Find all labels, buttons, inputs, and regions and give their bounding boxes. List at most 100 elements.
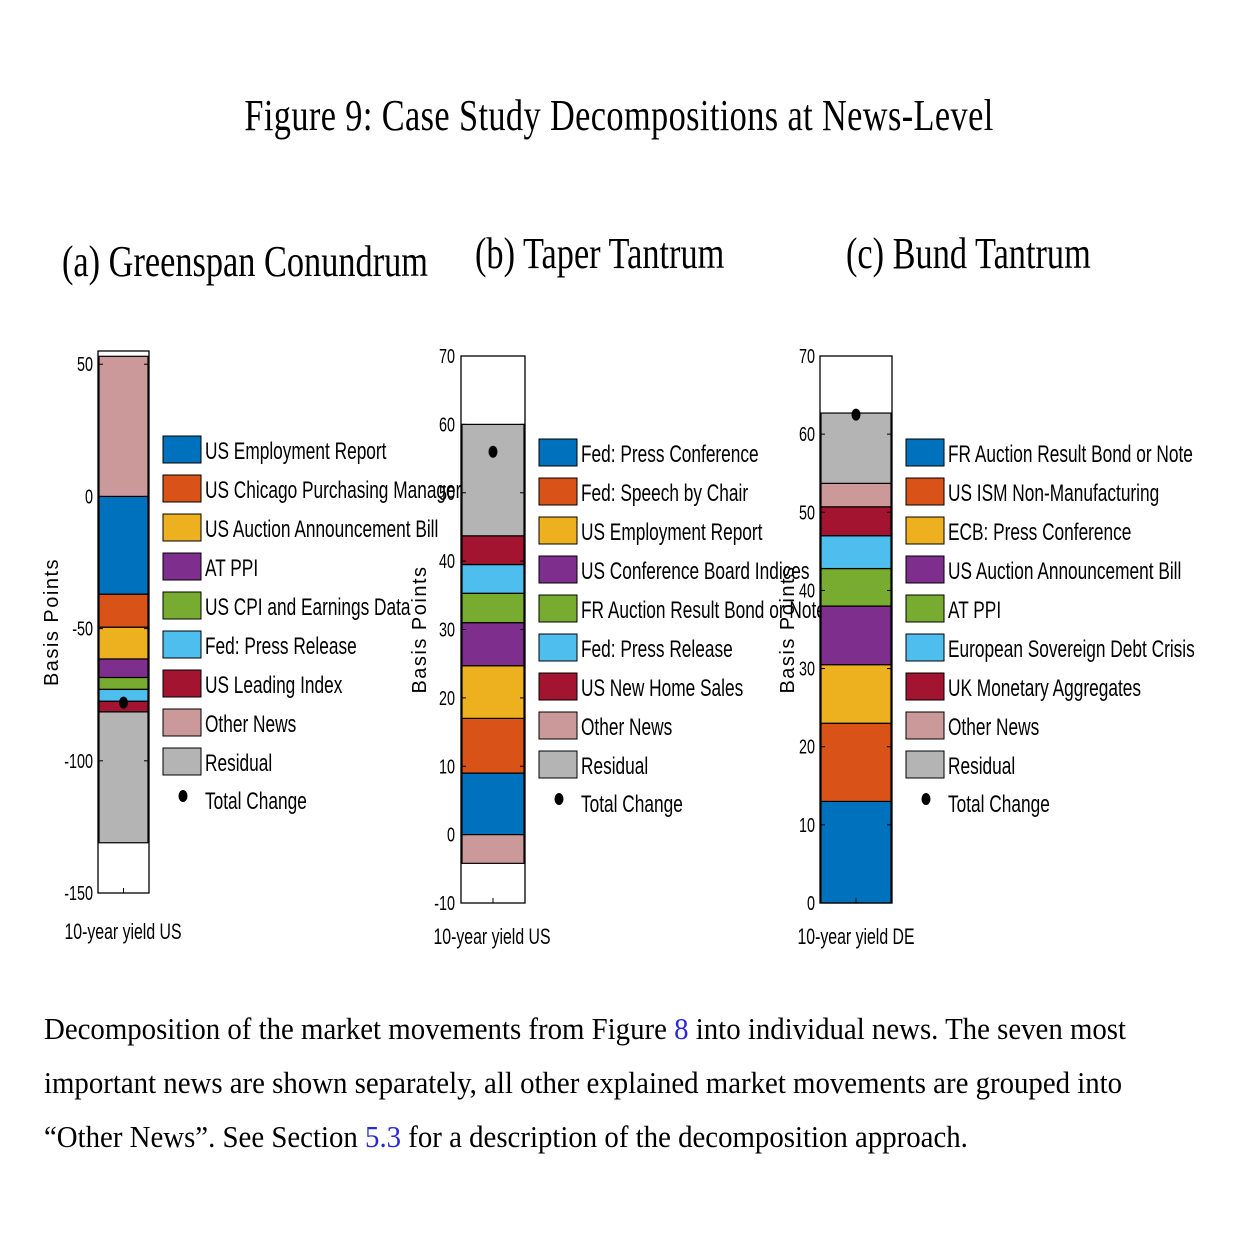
chart3-bar-segment-8 [820,482,892,508]
chart3-legend-label-9: Residual [948,753,1015,779]
chart2-legend-swatch-4 [538,555,578,584]
panel-title-c: (c) Bund Tantrum [846,229,1091,278]
chart1-legend-label-3-group: US Auction Announcement Bill [205,516,438,542]
chart3-legend-label-5: AT PPI [948,597,1001,623]
chart2-legend-label-2: Fed: Speech by Chair [581,480,748,506]
chart2-legend-swatch-5 [538,594,578,623]
chart3-ytick-label-8-group: 70 [799,345,815,368]
chart2-legend-label-9-group: Residual [581,753,648,779]
chart3-xlabel-group: 10-year yield DE [797,926,914,950]
chart1-legend-label-2: US Chicago Purchasing Manager [205,477,461,503]
chart2-bar-segment-6 [461,563,525,594]
chart2-ytick-label-4: 20 [439,687,455,710]
chart3-ytick-label-1-group: 0 [807,892,815,915]
chart1-legend-label-9-group: Residual [205,750,272,776]
chart1-bar-segment-1 [98,495,149,595]
chart2-legend-label-3: US Employment Report [581,519,763,545]
chart3-legend-label-6-group: European Sovereign Debt Crisis [948,636,1195,662]
chart1-legend-swatch-1 [162,435,202,464]
chart1-ylabel: Basis Points [41,558,63,686]
charts-canvas: -150 -100 -50 0 50 Basis Points 10-year yield … [41,345,1195,950]
caption-section-link[interactable]: 5.3 [365,1119,402,1154]
chart3-legend-swatch-7 [905,672,945,701]
chart2-legend-label-1: Fed: Press Conference [581,441,759,467]
chart2-legend-label-6: Fed: Press Release [581,636,733,662]
chart2-legend-label-1-group: Fed: Press Conference [581,441,759,467]
chart2-bar-segment-3 [461,665,525,719]
chart2-ytick-label-9: 70 [439,345,455,368]
chart3-legend-label-9-group: Residual [948,753,1015,779]
chart3-ytick-label-4-group: 30 [799,657,815,680]
chart1-ytick-label-1: -150 [64,882,93,905]
chart1-bar-segment-4 [98,658,149,679]
chart1-legend-swatch-6 [162,630,202,659]
chart2-xlabel: 10-year yield US [433,926,550,950]
chart3-bar-segment-3 [820,664,892,724]
chart3-legend-label-7: UK Monetary Aggregates [948,675,1141,701]
chart1-legend-label-5-group: US CPI and Earnings Data [205,594,411,620]
chart1-ytick-label-3: -50 [72,617,93,640]
chart2-ytick-label-5: 30 [439,618,455,641]
figure-title: Figure 9: Case Study Decompositions at N… [244,91,994,140]
chart2-ylabel: Basis Points [409,565,431,693]
chart2-legend-label-5-group: FR Auction Result Bond or Note [581,597,826,623]
chart1-legend-swatch-2 [162,474,202,503]
chart3-bar-segment-2 [820,722,892,803]
chart2-legend-total-label-group: Total Change [581,791,683,817]
chart2-ytick-label-9-group: 70 [439,345,455,368]
chart2-ytick-label-2: 0 [447,823,455,846]
chart1-legend-label-2-group: US Chicago Purchasing Manager [205,477,461,503]
chart2-xlabel-group: 10-year yield US [433,926,550,950]
chart2-ytick-label-6: 40 [439,550,455,573]
chart1-legend-label-1: US Employment Report [205,438,387,464]
chart1-bar-segment-8 [98,355,149,498]
panel-title-b: (b) Taper Tantrum [475,229,725,278]
chart2-legend-label-8: Other News [581,714,672,740]
chart2-legend-label-4-group: US Conference Board Indices [581,558,810,584]
chart3-ytick-label-8: 70 [799,345,815,368]
chart1-legend-total-marker [178,790,188,802]
chart3-legend-label-3-group: ECB: Press Conference [948,519,1131,545]
chart2-bar-segment-1 [461,772,525,836]
chart3-ytick-label-3: 20 [799,735,815,758]
caption-text-2: into individual news. The seven most imp… [44,1011,1127,1154]
chart3-legend-total-label: Total Change [948,791,1050,817]
chart3-ytick-label-3-group: 20 [799,735,815,758]
chart2-legend-swatch-8 [538,711,578,740]
chart3-legend-label-8-group: Other News [948,714,1039,740]
chart2-legend-label-3-group: US Employment Report [581,519,763,545]
chart1-legend-label-6: Fed: Press Release [205,633,357,659]
chart3-bar-segment-1 [820,800,892,904]
chart3-xlabel: 10-year yield DE [797,926,914,950]
chart3-ytick-label-2-group: 10 [799,813,815,836]
chart3-legend-total-marker [921,793,931,805]
chart1-ytick-label-2-group: -100 [64,749,93,772]
chart2-legend-label-7: US New Home Sales [581,675,743,701]
chart1-ytick-label-1-group: -150 [64,882,93,905]
chart1-legend-swatch-9 [162,747,202,776]
chart1-legend-label-5: US CPI and Earnings Data [205,594,411,620]
chart3-legend-swatch-6 [905,633,945,662]
chart1-legend-label-4-group: AT PPI [205,555,258,581]
chart3-ytick-label-7-group: 60 [799,423,815,446]
chart3-legend-swatch-4 [905,555,945,584]
chart3-ytick-label-6: 50 [799,501,815,524]
chart3-legend-label-7-group: UK Monetary Aggregates [948,675,1141,701]
chart1-legend-swatch-7 [162,669,202,698]
chart2-legend-label-2-group: Fed: Speech by Chair [581,480,748,506]
chart3-bar-segment-5 [820,567,892,607]
chart3-legend-label-4-group: US Auction Announcement Bill [948,558,1181,584]
chart3-legend-label-6: European Sovereign Debt Crisis [948,636,1195,662]
caption-figure-link[interactable]: 8 [674,1011,689,1046]
chart3-ytick-label-6-group: 50 [799,501,815,524]
chart3-legend-swatch-9 [905,750,945,779]
chart1-bar-segment-9 [98,711,149,844]
chart1-bar-segment-3 [98,626,149,660]
chart2-legend-label-8-group: Other News [581,714,672,740]
chart3-legend-swatch-5 [905,594,945,623]
chart1-xlabel-group: 10-year yield US [64,921,181,945]
chart2-ytick-label-8: 60 [439,413,455,436]
chart1-ytick-label-4: 0 [85,485,93,508]
chart3-legend-label-2-group: US ISM Non-Manufacturing [948,480,1159,506]
chart1-legend-total-label: Total Change [205,788,307,814]
